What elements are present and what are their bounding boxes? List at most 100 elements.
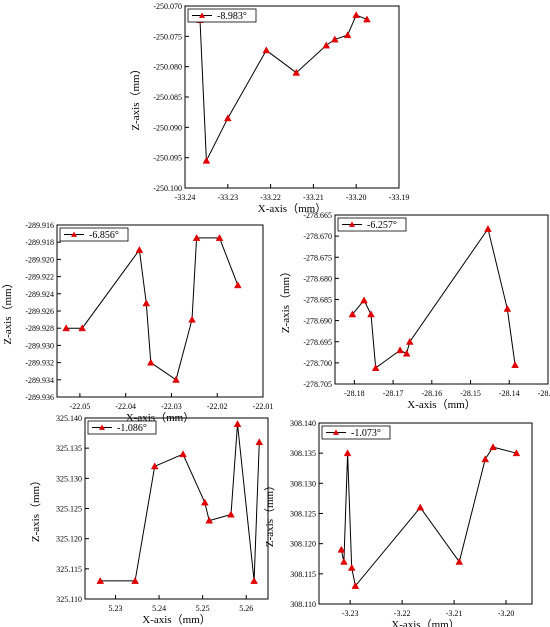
y-tick-label: -289.916 xyxy=(25,221,54,230)
y-tick-label: -278.695 xyxy=(303,338,332,347)
series-line xyxy=(100,423,260,582)
x-tick-label: -22.02 xyxy=(207,402,228,411)
y-tick-label: 325.130 xyxy=(56,474,82,483)
y-tick-label: 325.135 xyxy=(56,444,82,453)
data-point xyxy=(351,581,360,589)
y-tick-label: -278.685 xyxy=(303,296,332,305)
legend-marker xyxy=(349,221,355,227)
y-tick-label: 325.115 xyxy=(56,565,82,574)
data-point xyxy=(352,11,361,19)
data-point xyxy=(511,361,519,368)
x-tick-label: 5.26 xyxy=(239,604,253,613)
data-point xyxy=(503,304,512,312)
x-tick-label: -28.17 xyxy=(383,389,404,398)
legend-entry: -1.073° xyxy=(351,428,381,439)
y-tick-label: 325.140 xyxy=(56,414,82,423)
x-tick-label: -28.15 xyxy=(460,389,481,398)
x-tick-label: -3.22 xyxy=(394,609,411,618)
y-tick-label: 308.140 xyxy=(290,419,316,428)
data-point xyxy=(205,516,214,524)
y-tick-label: 308.135 xyxy=(290,449,316,458)
data-point xyxy=(405,337,414,345)
data-point xyxy=(330,35,339,43)
y-tick-label: -250.095 xyxy=(153,154,182,163)
x-tick-label: -22.01 xyxy=(253,402,274,411)
plot-frame xyxy=(84,417,269,600)
data-point xyxy=(250,576,258,584)
chart-1: -33.24 -33.23 -33.22 -33.21 -33.20 -33.19 -250… xyxy=(129,2,409,215)
data-point xyxy=(402,349,411,357)
data-point xyxy=(200,498,209,506)
data-point xyxy=(360,296,368,304)
data-point xyxy=(147,358,155,366)
y-tick-label: 308.115 xyxy=(290,570,316,579)
x-axis-label: X-axis（mm） xyxy=(258,202,326,215)
x-tick-label: 5.25 xyxy=(196,604,210,613)
y-tick-label: -250.075 xyxy=(153,32,182,41)
y-tick-label: -278.690 xyxy=(303,317,332,326)
data-point xyxy=(512,449,521,457)
y-tick-label: -250.080 xyxy=(153,63,182,72)
data-point xyxy=(255,438,264,446)
legend-marker xyxy=(199,12,205,18)
data-point xyxy=(150,462,159,470)
data-point xyxy=(142,299,151,307)
x-tick-label: -22.05 xyxy=(70,402,91,411)
data-point xyxy=(347,563,356,571)
data-point xyxy=(62,324,70,332)
data-point xyxy=(396,346,404,354)
y-tick-label: 325.110 xyxy=(56,595,82,604)
y-tick-label: -289.934 xyxy=(25,376,54,385)
y-tick-label: -289.928 xyxy=(25,324,54,333)
data-point xyxy=(78,324,87,332)
x-tick-label: -22.03 xyxy=(161,402,182,411)
plot-frame xyxy=(184,5,400,189)
y-tick-label: -250.085 xyxy=(153,93,182,102)
data-point xyxy=(322,41,331,49)
y-tick-label: -289.922 xyxy=(25,273,54,282)
x-tick-label: -28.18 xyxy=(344,389,365,398)
data-point xyxy=(363,15,371,23)
legend-marker xyxy=(333,429,339,435)
x-axis-label: X-axis（mm） xyxy=(142,613,210,626)
legend-marker xyxy=(71,231,77,237)
x-tick-label: -33.20 xyxy=(346,193,367,202)
y-tick-label: -289.926 xyxy=(25,307,54,316)
x-axis-label: X-axis（mm） xyxy=(407,398,475,411)
y-axis-label: Z-axis（mm） xyxy=(29,475,42,542)
data-point xyxy=(455,557,464,565)
y-tick-label: -289.932 xyxy=(25,359,54,368)
x-tick-label: -3.23 xyxy=(342,609,359,618)
chart-5: -3.23 -3.22 -3.21 -3.20 308.110 308.115 308.12… xyxy=(263,419,533,627)
data-point xyxy=(227,510,235,518)
legend-box xyxy=(321,425,391,440)
plot-frame xyxy=(56,224,264,398)
y-tick-label: 325.125 xyxy=(56,505,82,514)
x-tick-label: -33.23 xyxy=(217,193,238,202)
data-point xyxy=(215,233,224,241)
y-tick-label: -250.100 xyxy=(153,184,182,193)
legend-entry: -6.257° xyxy=(367,220,397,231)
data-point xyxy=(481,455,490,463)
legend-entry: -8.983° xyxy=(217,11,247,22)
data-point xyxy=(348,310,357,318)
x-tick-label: -22.04 xyxy=(115,402,136,411)
series-line xyxy=(340,446,517,588)
series-line xyxy=(199,14,368,163)
x-tick-label: -33.24 xyxy=(175,193,196,202)
y-tick-label: 308.125 xyxy=(290,510,316,519)
y-tick-label: -289.936 xyxy=(25,393,54,402)
series-line xyxy=(66,237,239,381)
y-tick-label: -278.700 xyxy=(303,359,332,368)
data-point xyxy=(233,281,242,289)
x-tick-label: -28.16 xyxy=(421,389,442,398)
x-tick-label: 5.23 xyxy=(109,604,123,613)
data-point xyxy=(484,225,492,232)
series-line xyxy=(352,227,516,369)
data-point xyxy=(233,420,242,428)
data-point xyxy=(367,310,375,318)
x-axis-label: X-axis（mm） xyxy=(391,618,459,627)
y-tick-label: -250.070 xyxy=(153,2,182,11)
data-point xyxy=(343,31,352,39)
